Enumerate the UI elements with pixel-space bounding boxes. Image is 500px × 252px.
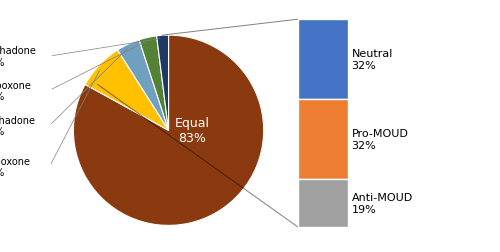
Wedge shape (118, 41, 168, 131)
Text: Pro-methadone
4%: Pro-methadone 4% (0, 115, 35, 137)
Wedge shape (139, 37, 168, 131)
Text: Neutral
32%: Neutral 32% (352, 49, 393, 71)
Text: Anti-methadone
2%: Anti-methadone 2% (0, 46, 36, 68)
FancyBboxPatch shape (298, 179, 348, 227)
FancyBboxPatch shape (298, 100, 348, 179)
Wedge shape (156, 36, 168, 131)
Text: Equal
83%: Equal 83% (175, 117, 210, 145)
Text: Anti-MOUD
19%: Anti-MOUD 19% (352, 192, 413, 214)
Wedge shape (85, 51, 168, 131)
Text: Pro-suboxone
8%: Pro-suboxone 8% (0, 156, 30, 177)
Wedge shape (74, 36, 264, 226)
Text: Pro-MOUD
32%: Pro-MOUD 32% (352, 129, 408, 150)
Text: Anti-suboxone
3%: Anti-suboxone 3% (0, 80, 32, 102)
FancyBboxPatch shape (298, 20, 348, 100)
